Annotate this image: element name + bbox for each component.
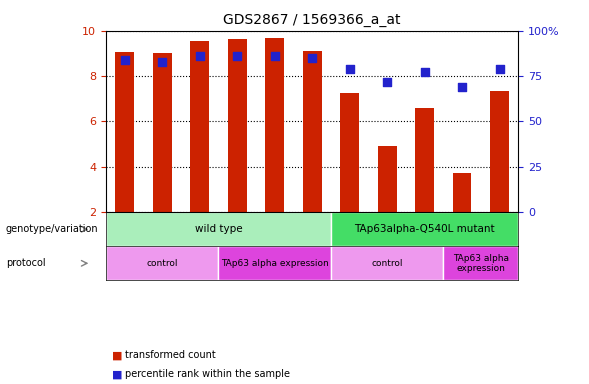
Point — [307, 55, 317, 61]
Point — [345, 66, 355, 72]
Bar — [415, 108, 434, 212]
Point — [270, 53, 279, 59]
Point — [495, 66, 504, 72]
Bar — [153, 53, 171, 212]
Bar — [219, 246, 331, 280]
Text: wild type: wild type — [194, 224, 242, 234]
Text: ■: ■ — [112, 369, 123, 379]
Bar — [444, 246, 518, 280]
Title: GDS2867 / 1569366_a_at: GDS2867 / 1569366_a_at — [223, 13, 401, 27]
Text: protocol: protocol — [6, 258, 45, 268]
Text: control: control — [147, 259, 178, 268]
Text: genotype/variation: genotype/variation — [6, 224, 98, 234]
Point — [120, 57, 130, 63]
Bar — [378, 146, 396, 212]
Bar — [106, 246, 219, 280]
Point — [233, 53, 242, 59]
Bar — [115, 52, 134, 212]
Bar — [331, 212, 518, 246]
Point — [420, 70, 429, 76]
Bar — [190, 41, 209, 212]
Text: control: control — [372, 259, 403, 268]
Text: ■: ■ — [112, 350, 123, 360]
Text: percentile rank within the sample: percentile rank within the sample — [125, 369, 290, 379]
Text: TAp63 alpha expression: TAp63 alpha expression — [221, 259, 329, 268]
Bar — [265, 38, 284, 212]
Bar — [490, 91, 509, 212]
Text: TAp63 alpha
expression: TAp63 alpha expression — [453, 253, 509, 273]
Point — [458, 84, 467, 90]
Bar — [340, 93, 359, 212]
Text: transformed count: transformed count — [125, 350, 216, 360]
Bar — [453, 172, 471, 212]
Text: TAp63alpha-Q540L mutant: TAp63alpha-Q540L mutant — [355, 224, 495, 234]
Point — [195, 53, 204, 59]
Bar — [303, 51, 322, 212]
Point — [157, 58, 167, 65]
Point — [382, 78, 392, 84]
Bar — [106, 212, 331, 246]
Bar — [228, 39, 247, 212]
Bar — [331, 246, 444, 280]
